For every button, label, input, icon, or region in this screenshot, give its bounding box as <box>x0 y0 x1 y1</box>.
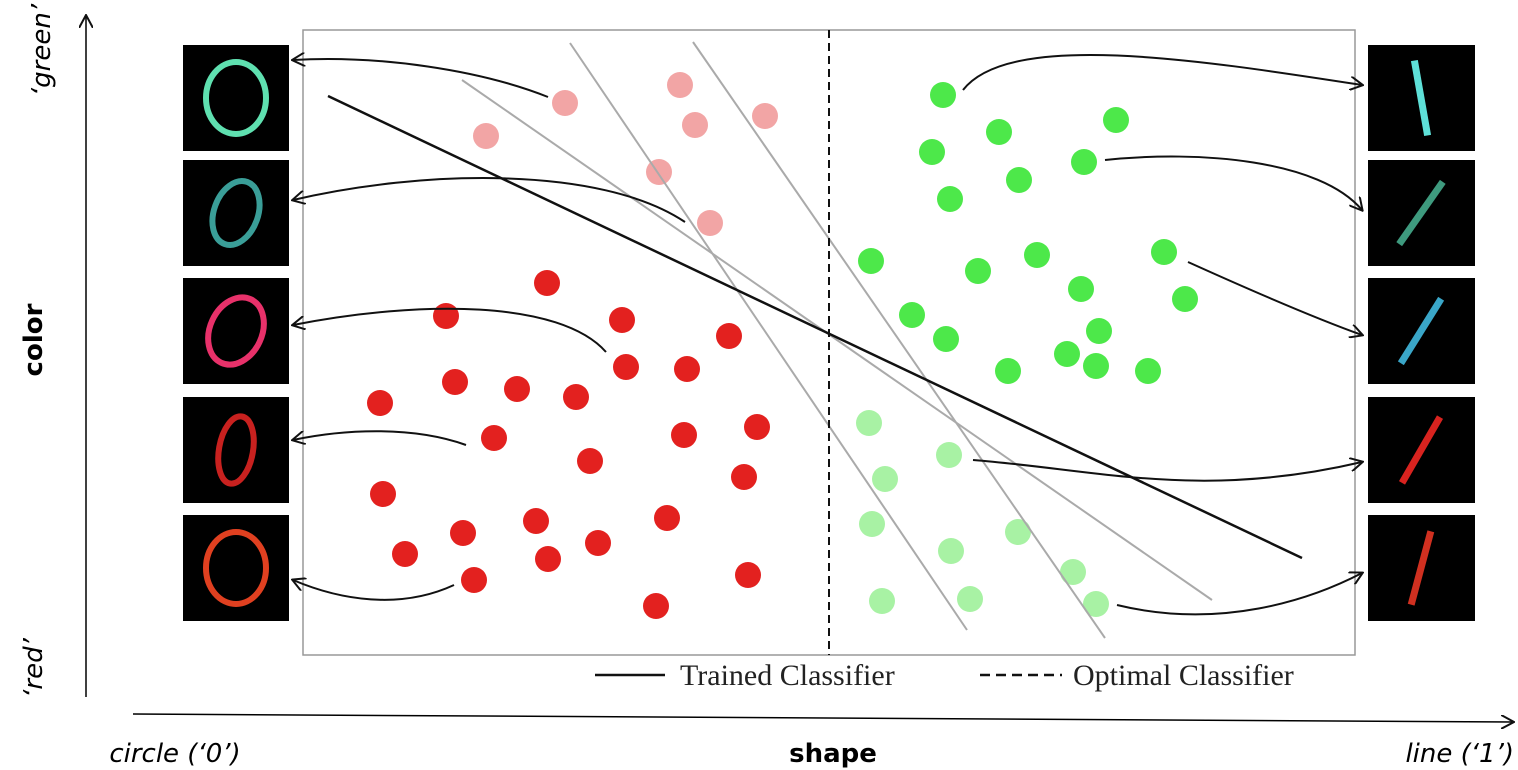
point <box>585 530 611 556</box>
point <box>1024 242 1050 268</box>
point <box>1083 353 1109 379</box>
point <box>1135 358 1161 384</box>
point <box>872 466 898 492</box>
point <box>450 520 476 546</box>
x-axis <box>133 714 1513 722</box>
point <box>504 376 530 402</box>
point <box>367 390 393 416</box>
point <box>563 384 589 410</box>
point <box>1068 276 1094 302</box>
point <box>716 323 742 349</box>
point <box>442 369 468 395</box>
y-title: color <box>19 303 49 376</box>
point <box>1071 149 1097 175</box>
point <box>609 307 635 333</box>
point <box>682 112 708 138</box>
y-top-label: ‘green’ <box>27 3 57 96</box>
point <box>731 464 757 490</box>
point <box>654 505 680 531</box>
point <box>957 586 983 612</box>
point <box>481 425 507 451</box>
point <box>674 356 700 382</box>
point <box>1054 341 1080 367</box>
point <box>937 186 963 212</box>
thumbnail <box>183 278 289 384</box>
point <box>899 302 925 328</box>
thumbnail <box>183 160 289 266</box>
point <box>523 508 549 534</box>
point <box>1006 167 1032 193</box>
point <box>859 511 885 537</box>
point <box>1103 107 1129 133</box>
point <box>370 481 396 507</box>
legend-label: Optimal Classifier <box>1073 659 1294 692</box>
point <box>869 588 895 614</box>
point <box>1172 286 1198 312</box>
x-left-label: circle (‘0’) <box>109 739 240 769</box>
point <box>856 410 882 436</box>
point <box>534 270 560 296</box>
point <box>735 562 761 588</box>
point <box>930 82 956 108</box>
point <box>392 541 418 567</box>
legend-label: Trained Classifier <box>680 659 895 692</box>
point <box>938 538 964 564</box>
x-right-label: line (‘1’) <box>1405 739 1514 769</box>
point <box>936 442 962 468</box>
point <box>552 90 578 116</box>
point <box>473 123 499 149</box>
point <box>671 422 697 448</box>
point <box>744 414 770 440</box>
point <box>433 303 459 329</box>
point <box>919 139 945 165</box>
point <box>1005 519 1031 545</box>
point <box>1086 318 1112 344</box>
point <box>1151 239 1177 265</box>
diagram: ‘green’ color ‘red’ circle (‘0’) shape l… <box>0 0 1518 770</box>
point <box>613 354 639 380</box>
point <box>752 103 778 129</box>
point <box>1060 559 1086 585</box>
point <box>995 358 1021 384</box>
point <box>643 593 669 619</box>
y-bottom-label: ‘red’ <box>19 637 49 697</box>
point <box>535 546 561 572</box>
point <box>858 248 884 274</box>
point <box>461 567 487 593</box>
point <box>986 119 1012 145</box>
x-title: shape <box>789 739 877 769</box>
thumbnail <box>183 397 289 503</box>
point <box>965 258 991 284</box>
point <box>667 72 693 98</box>
point <box>577 448 603 474</box>
point <box>933 326 959 352</box>
point <box>697 210 723 236</box>
